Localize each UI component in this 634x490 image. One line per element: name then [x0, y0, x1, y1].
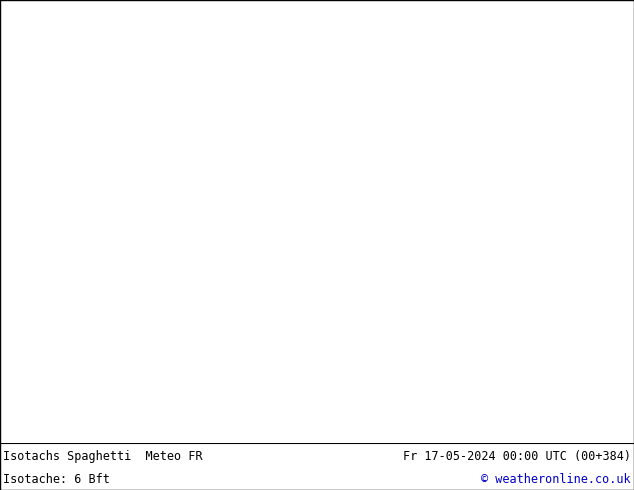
Text: Isotache: 6 Bft: Isotache: 6 Bft	[3, 473, 110, 486]
Text: Isotachs Spaghetti  Meteo FR: Isotachs Spaghetti Meteo FR	[3, 450, 203, 463]
Text: Fr 17-05-2024 00:00 UTC (00+384): Fr 17-05-2024 00:00 UTC (00+384)	[403, 450, 631, 463]
Text: © weatheronline.co.uk: © weatheronline.co.uk	[481, 473, 631, 486]
